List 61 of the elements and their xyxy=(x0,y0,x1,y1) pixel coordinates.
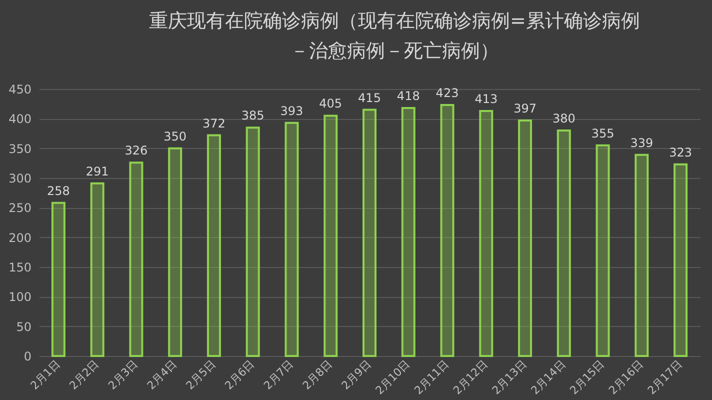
data-label: 418 xyxy=(396,88,420,103)
bar xyxy=(284,122,299,357)
bar xyxy=(362,108,376,357)
bar xyxy=(401,106,416,357)
bar xyxy=(634,154,649,357)
bar xyxy=(674,163,688,357)
bar xyxy=(206,134,221,357)
bar xyxy=(518,119,532,357)
x-tick-label: 2月9日 xyxy=(339,358,374,392)
bar xyxy=(90,182,104,357)
y-tick-label: 150 xyxy=(8,260,32,274)
data-label: 339 xyxy=(630,136,654,150)
data-label: 372 xyxy=(202,116,226,130)
x-tick-label: 2月6日 xyxy=(222,358,258,392)
data-label: 385 xyxy=(241,108,264,123)
data-label: 350 xyxy=(164,129,187,144)
x-tick-label: 2月4日 xyxy=(144,358,180,392)
data-label: 405 xyxy=(319,96,342,111)
bar xyxy=(51,202,66,357)
data-label: 355 xyxy=(591,126,614,140)
x-tick-label: 2月10日 xyxy=(373,358,413,398)
y-tick-label: 250 xyxy=(8,201,32,216)
data-label: 413 xyxy=(474,92,498,106)
bar xyxy=(246,126,260,357)
data-label: 393 xyxy=(280,104,304,118)
y-tick-label: 50 xyxy=(16,320,32,334)
x-tick-label: 2月16日 xyxy=(606,358,646,398)
x-tick-label: 2月12日 xyxy=(450,358,490,398)
bar xyxy=(596,144,610,357)
y-tick-label: 0 xyxy=(24,350,32,364)
data-label: 423 xyxy=(436,86,459,100)
x-tick-label: 2月5日 xyxy=(184,358,218,392)
y-tick-label: 200 xyxy=(8,230,32,245)
x-tick-label: 2月2日 xyxy=(66,358,102,392)
data-label: 380 xyxy=(552,112,576,126)
x-tick-label: 2月8日 xyxy=(300,358,335,392)
bar xyxy=(479,110,494,357)
x-tick-label: 2月13日 xyxy=(490,358,530,398)
data-label: 415 xyxy=(358,90,381,105)
data-label: 291 xyxy=(86,164,109,178)
y-tick-label: 100 xyxy=(8,290,32,304)
data-label: 326 xyxy=(124,144,148,158)
bar xyxy=(168,147,182,357)
y-tick-label: 350 xyxy=(8,142,32,156)
bar xyxy=(129,162,144,357)
chart-title: 重庆现有在院确诊病例（现有在院确诊病例=累计确诊病例－治愈病例－死亡病例） xyxy=(149,10,640,62)
bar xyxy=(324,114,338,357)
y-tick-label: 400 xyxy=(8,112,32,126)
x-tick-label: 2月15日 xyxy=(567,358,608,398)
x-tick-label: 2月3日 xyxy=(106,358,140,392)
y-tick-label: 450 xyxy=(8,82,32,96)
y-tick-label: 300 xyxy=(8,172,32,186)
bar xyxy=(440,104,454,357)
x-tick-label: 2月14日 xyxy=(528,358,568,398)
data-label: 258 xyxy=(46,184,70,198)
x-tick-label: 2月11日 xyxy=(412,358,452,398)
x-tick-label: 2月7日 xyxy=(261,358,296,392)
bar xyxy=(556,130,571,357)
data-label: 397 xyxy=(514,101,536,116)
x-tick-label: 2月17日 xyxy=(645,358,685,398)
data-label: 323 xyxy=(669,145,692,160)
